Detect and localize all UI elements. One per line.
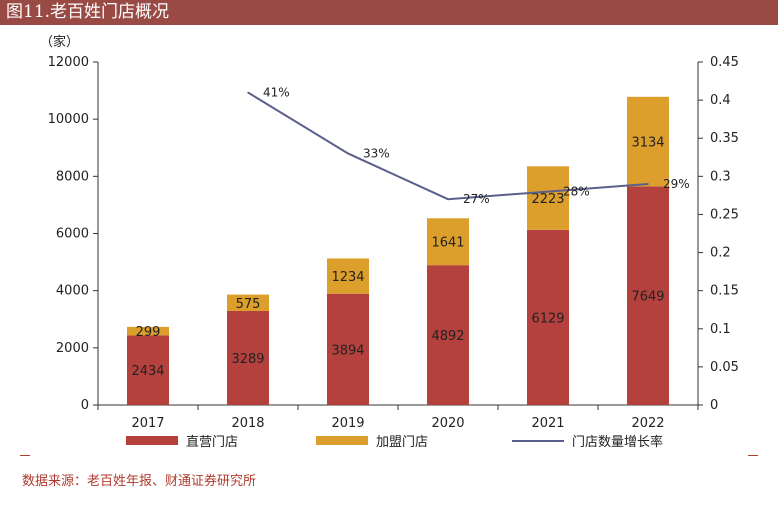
legend-item-franchise: 加盟门店 bbox=[316, 431, 428, 450]
growth-label: 41% bbox=[263, 85, 290, 99]
legend-label-direct: 直营门店 bbox=[186, 435, 239, 450]
footer-rule-left bbox=[20, 455, 30, 456]
data-label-direct: 3894 bbox=[331, 343, 364, 358]
legend-swatch-franchise bbox=[316, 436, 368, 445]
chart-plot: 0 2000 4000 6000 8000 10000 12000 0 0.05 0.1 0.15 0… bbox=[48, 55, 739, 431]
bar-direct bbox=[227, 310, 269, 405]
chart-title: 图11.老百姓门店概况 bbox=[6, 2, 170, 22]
x-tick-label: 2021 bbox=[531, 416, 564, 431]
data-label-franchise: 575 bbox=[236, 297, 261, 312]
bar-direct bbox=[127, 335, 169, 405]
bar-direct bbox=[327, 293, 369, 405]
y2-tick-label: 0.35 bbox=[710, 131, 739, 146]
y-tick-label: 6000 bbox=[56, 227, 89, 242]
title-bar: 图11.老百姓门店概况 bbox=[0, 0, 778, 25]
y2-tick-label: 0.25 bbox=[710, 207, 739, 222]
growth-point bbox=[647, 183, 649, 185]
bar-franchise bbox=[227, 294, 269, 311]
growth-point bbox=[547, 190, 549, 193]
bar-direct bbox=[627, 186, 669, 405]
data-label-franchise: 1641 bbox=[431, 236, 464, 251]
growth-line bbox=[247, 91, 649, 201]
y2-tick-label: 0.15 bbox=[710, 284, 739, 299]
data-label-direct: 2434 bbox=[131, 364, 164, 379]
growth-label: 29% bbox=[663, 177, 690, 191]
growth-label: 33% bbox=[363, 146, 390, 160]
bar-franchise bbox=[427, 218, 469, 266]
growth-point bbox=[447, 198, 449, 200]
bar-franchise bbox=[327, 258, 369, 294]
y2-tick-label: 0.45 bbox=[710, 55, 739, 70]
legend-swatch-direct bbox=[126, 436, 178, 445]
legend-label-growth: 门店数量增长率 bbox=[572, 435, 664, 450]
bar-franchise bbox=[627, 96, 669, 187]
data-label-franchise: 3134 bbox=[631, 136, 664, 151]
legend-item-direct: 直营门店 bbox=[126, 431, 238, 450]
x-tick-label: 2022 bbox=[631, 416, 664, 431]
growth-label: 27% bbox=[463, 192, 490, 206]
y-tick-label: 4000 bbox=[56, 284, 89, 299]
legend: 直营门店 加盟门店 门店数量增长率 bbox=[0, 431, 778, 450]
data-label-direct: 4892 bbox=[431, 329, 464, 344]
y-tick-label: 12000 bbox=[48, 55, 89, 70]
y2-tick-label: 0.1 bbox=[710, 322, 731, 337]
x-tick-label: 2019 bbox=[331, 416, 364, 431]
bar-franchise bbox=[127, 326, 169, 336]
x-tick-label: 2018 bbox=[231, 416, 264, 431]
bar-franchise bbox=[527, 166, 569, 230]
y-axis-unit-label: （家） bbox=[40, 35, 80, 50]
source-note: 数据来源：老百姓年报、财通证券研究所 bbox=[22, 474, 257, 489]
data-label-franchise: 299 bbox=[136, 325, 161, 340]
y-tick-label: 0 bbox=[81, 398, 89, 413]
data-label-franchise: 1234 bbox=[331, 270, 364, 285]
data-label-franchise: 2223 bbox=[531, 192, 564, 207]
y2-tick-label: 0.05 bbox=[710, 360, 739, 375]
y-tick-label: 10000 bbox=[48, 112, 89, 127]
x-tick-label: 2020 bbox=[431, 416, 464, 431]
y2-tick-label: 0.4 bbox=[710, 93, 731, 108]
legend-swatch-growth bbox=[512, 439, 564, 442]
y-tick-label: 8000 bbox=[56, 169, 89, 184]
growth-label: 28% bbox=[563, 185, 590, 199]
growth-point bbox=[347, 152, 349, 155]
x-tick-label: 2017 bbox=[131, 416, 164, 431]
legend-label-franchise: 加盟门店 bbox=[376, 435, 429, 450]
footer-rule-right bbox=[748, 455, 758, 456]
legend-item-growth: 门店数量增长率 bbox=[512, 431, 663, 450]
growth-point bbox=[247, 91, 249, 94]
y-tick-label: 2000 bbox=[56, 341, 89, 356]
data-label-direct: 6129 bbox=[531, 311, 564, 326]
y2-tick-label: 0.2 bbox=[710, 246, 731, 261]
data-label-direct: 3289 bbox=[231, 352, 264, 367]
data-label-direct: 7649 bbox=[631, 290, 664, 305]
y2-tick-label: 0.3 bbox=[710, 169, 731, 184]
y2-tick-label: 0 bbox=[710, 398, 718, 413]
bar-direct bbox=[527, 229, 569, 405]
bar-direct bbox=[427, 265, 469, 405]
